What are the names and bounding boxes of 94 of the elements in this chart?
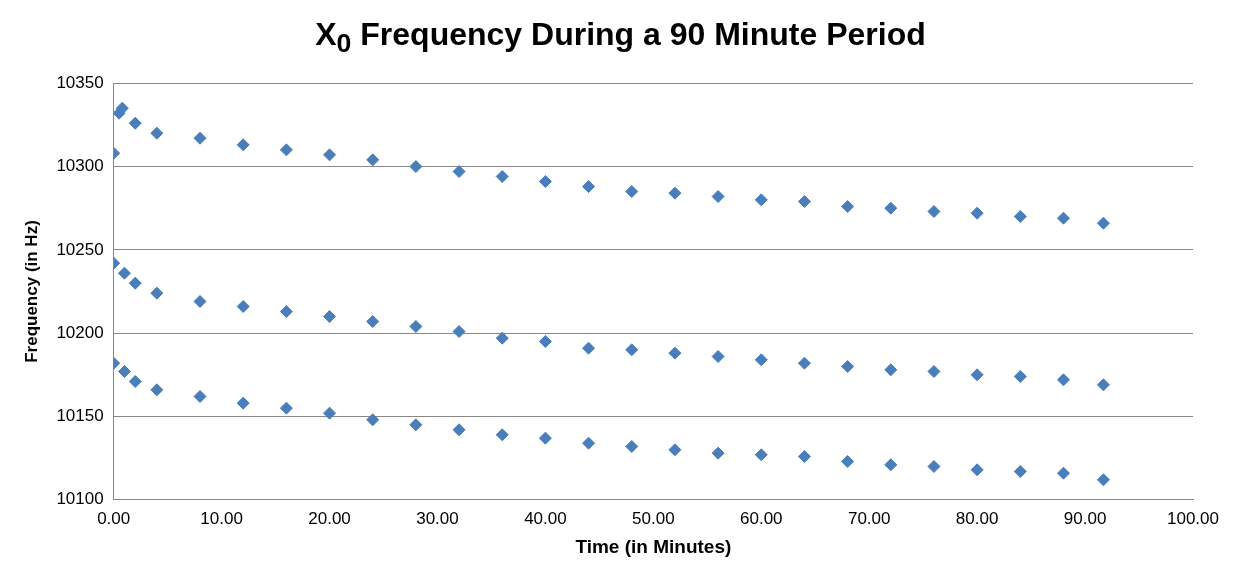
point (117, 267, 131, 281)
x-tick-label: 0.00 (97, 509, 131, 529)
y-tick-label: 10250 (56, 239, 104, 259)
point (1056, 467, 1070, 481)
point (193, 390, 207, 404)
point (625, 185, 639, 199)
point (323, 148, 337, 162)
point (625, 440, 639, 454)
point (323, 407, 337, 421)
point (625, 343, 639, 357)
point (1096, 217, 1110, 231)
x-tick-label: 70.00 (847, 509, 891, 529)
point (128, 375, 142, 389)
point (1096, 378, 1110, 392)
point (754, 193, 768, 207)
point (970, 463, 984, 477)
y-tick-label: 10100 (56, 489, 104, 509)
point (495, 332, 509, 346)
point (797, 195, 811, 209)
y-tick-label: 10350 (56, 73, 104, 93)
x-tick-label: 60.00 (740, 509, 783, 529)
point (279, 305, 293, 319)
point (884, 202, 898, 216)
point (582, 180, 596, 194)
point (582, 342, 596, 356)
point (323, 310, 337, 324)
x-tick-label: 30.00 (416, 509, 459, 529)
y-tick-label: 10200 (56, 323, 104, 343)
point (409, 160, 423, 174)
point (582, 437, 596, 451)
x-tick-label: 10.00 (200, 509, 243, 529)
point (1013, 370, 1027, 384)
point (279, 402, 293, 416)
point (150, 383, 164, 397)
point (668, 443, 682, 457)
point (452, 423, 466, 437)
point (711, 350, 725, 364)
point (409, 320, 423, 334)
point (711, 447, 725, 461)
point (495, 170, 509, 184)
x-axis-title: Time (in Minutes) (575, 536, 732, 558)
point (1056, 212, 1070, 226)
point (366, 153, 380, 167)
point (495, 428, 509, 442)
point (668, 347, 682, 361)
point (884, 458, 898, 472)
x-tick-label: 90.00 (1063, 509, 1107, 529)
point (128, 277, 142, 291)
y-tick-label: 10150 (56, 406, 104, 426)
point (193, 132, 207, 146)
point (754, 448, 768, 462)
point (236, 397, 250, 411)
point (236, 300, 250, 314)
point (150, 287, 164, 301)
point (452, 325, 466, 339)
point (841, 360, 855, 374)
point (1056, 373, 1070, 387)
point (538, 335, 552, 349)
point (128, 117, 142, 131)
point (366, 315, 380, 329)
point (927, 205, 941, 219)
y-axis-title: Frequency (in Hz) (21, 220, 41, 364)
point (754, 353, 768, 367)
point (193, 295, 207, 309)
point (927, 365, 941, 379)
x-tick-label: 40.00 (524, 509, 567, 529)
point (150, 127, 164, 141)
chart-title: X$_{0}$ Frequency During a 90 Minute Period (314, 15, 927, 61)
x-tick-label: 20.00 (308, 509, 351, 529)
point (117, 365, 131, 379)
y-tick-label: 10300 (56, 156, 104, 176)
point (1096, 473, 1110, 487)
x-tick-label: 80.00 (955, 509, 999, 529)
point (1013, 465, 1027, 479)
point (366, 413, 380, 427)
point (970, 207, 984, 221)
point (797, 450, 811, 464)
point (279, 143, 293, 157)
point (841, 200, 855, 214)
point (970, 368, 984, 382)
point (1013, 210, 1027, 224)
point (884, 363, 898, 377)
point (236, 138, 250, 152)
point (668, 187, 682, 201)
point (841, 455, 855, 469)
point (409, 418, 423, 432)
x-tick-label: 100.00 (1167, 509, 1219, 529)
point (538, 432, 552, 446)
point (927, 460, 941, 474)
point (711, 190, 725, 204)
point (452, 165, 466, 179)
x-tick-label: 50.00 (632, 509, 675, 529)
point (538, 175, 552, 189)
point (797, 357, 811, 371)
